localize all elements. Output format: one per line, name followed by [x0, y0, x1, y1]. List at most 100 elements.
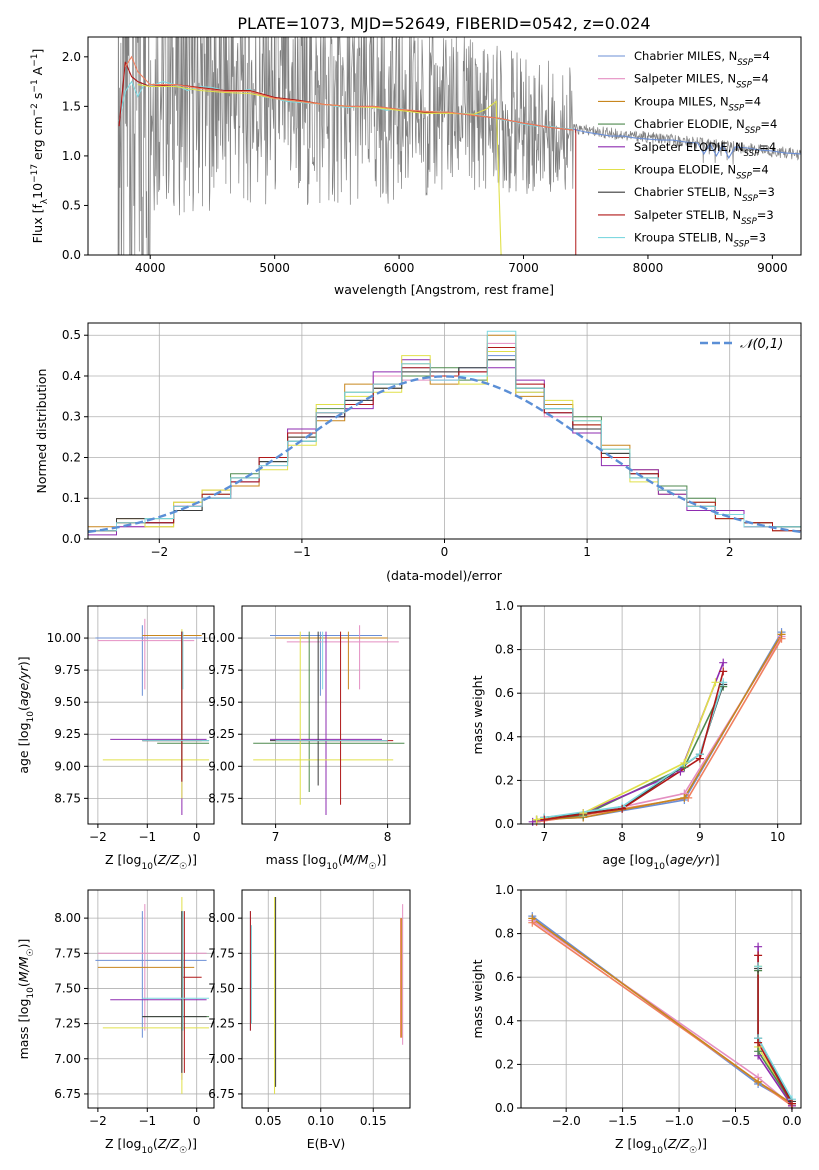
y-axis-label: mass [log10(M/M☉)] [16, 939, 36, 1060]
histogram-kroupa_stelib [88, 330, 801, 539]
x-tick-label: 0.0 [782, 1114, 801, 1128]
legend-entry-kroupa_miles: Kroupa MILES, NSSP=4 [634, 94, 761, 113]
x-tick-label: 7 [272, 830, 280, 844]
y-tick-label: 1.0 [62, 149, 81, 163]
y-tick-label: 7.75 [208, 946, 235, 960]
legend-entry-chabrier_miles: Chabrier MILES, NSSP=4 [634, 49, 770, 68]
plot-area [88, 330, 801, 539]
x-tick-label: 2 [726, 545, 734, 559]
y-tick-label: 0.6 [495, 970, 514, 984]
x-axis-label: age [log10(age/yr)] [602, 852, 719, 872]
y-tick-label: 0.4 [495, 730, 514, 744]
weight-line-kroupa_elodie [757, 966, 793, 1105]
legend-entry-kroupa_stelib: Kroupa STELIB, NSSP=3 [634, 231, 766, 250]
x-tick-label: −0.5 [721, 1114, 750, 1128]
age-vs-mass-panel: 7 8 8.75 9.00 9.25 9.50 9.75 10.00 mass [log10(M… [201, 605, 411, 872]
weight-line-salpeter_miles [536, 636, 783, 823]
x-tick-label: 0.05 [255, 1114, 282, 1128]
weight-line-chabrier_miles [536, 631, 783, 821]
weight-marker-salpeter_stelib [540, 815, 549, 824]
y-tick-label: 8.75 [208, 791, 235, 805]
y-tick-label: 9.50 [208, 695, 235, 709]
weight-line-chabrier_elodie [536, 686, 724, 821]
x-tick-label: 8 [384, 830, 392, 844]
y-tick-label: 0.2 [495, 1057, 514, 1071]
axes-frame [87, 36, 802, 256]
y-tick-label: 0.2 [62, 450, 81, 464]
x-tick-label: 7 [541, 830, 549, 844]
x-axis-label: wavelength [Angstrom, rest frame] [334, 282, 554, 297]
y-tick-label: 0.4 [495, 1014, 514, 1028]
y-tick-label: 9.00 [208, 759, 235, 773]
y-tick-label: 6.75 [208, 1087, 235, 1101]
weight-marker-salpeter_stelib [787, 1099, 796, 1108]
y-tick-label: 7.25 [208, 1017, 235, 1031]
y-axis-label: Normed distribution [34, 369, 49, 494]
x-tick-label: −2 [150, 545, 168, 559]
axes-frame [520, 605, 802, 825]
y-tick-label: 0.4 [62, 369, 81, 383]
legend-entry-salpeter_elodie: Salpeter ELODIE, NSSP=4 [634, 140, 776, 159]
y-tick-label: 9.75 [208, 663, 235, 677]
weight-marker-salpeter_stelib [618, 804, 627, 813]
weight-marker-kroupa_elodie [680, 758, 689, 767]
weight-marker-salpeter_elodie [754, 942, 763, 951]
x-tick-label: −2 [89, 1114, 107, 1128]
x-tick-label: 7000 [508, 261, 539, 275]
weight-marker-salpeter_elodie [528, 817, 537, 826]
weight-line-chabrier_elodie [757, 970, 793, 1105]
mass-weight-vs-age-panel: 7 8 9 10 0.0 0.2 0.4 0.6 0.8 1.0 age [log10(age/yr… [470, 599, 802, 872]
weight-marker-salpeter_elodie [719, 658, 728, 667]
weight-marker-kroupa_elodie [711, 678, 720, 687]
y-tick-label: 7.00 [54, 1052, 81, 1066]
x-tick-label: 9000 [757, 261, 788, 275]
y-tick-label: 8.75 [54, 791, 81, 805]
x-tick-label: −1 [138, 1114, 156, 1128]
weight-marker-salpeter_stelib [695, 754, 704, 763]
y-tick-label: 9.75 [54, 663, 81, 677]
x-tick-label: 0.15 [360, 1114, 387, 1128]
x-tick-label: −1 [293, 545, 311, 559]
y-tick-label: 8.00 [208, 911, 235, 925]
y-tick-label: 7.75 [54, 946, 81, 960]
y-tick-label: 0.8 [495, 643, 514, 657]
y-tick-label: 10.00 [47, 631, 81, 645]
legend-entry-normal: 𝒩(0,1) [740, 337, 783, 352]
y-tick-label: 9.25 [54, 727, 81, 741]
x-tick-label: 10 [770, 830, 785, 844]
y-tick-label: 0.8 [495, 927, 514, 941]
figure-title: PLATE=1073, MJD=52649, FIBERID=0542, z=0… [237, 14, 650, 33]
y-tick-label: 8.00 [54, 911, 81, 925]
weight-marker-kroupa_miles [528, 914, 537, 923]
axes-frame [241, 889, 411, 1109]
plot-area [531, 915, 793, 1107]
model-extra_orange-line [124, 55, 574, 131]
x-tick-label: 9 [696, 830, 704, 844]
y-tick-label: 10.00 [201, 631, 235, 645]
y-tick-label: 0.1 [62, 491, 81, 505]
plot-area [117, 37, 801, 255]
weight-marker-kroupa_miles [680, 793, 689, 802]
x-tick-label: −1 [138, 830, 156, 844]
x-tick-label: −2.0 [552, 1114, 581, 1128]
axes-frame [87, 889, 215, 1109]
model-chabrier_miles-line [573, 128, 801, 160]
plot-area [95, 618, 210, 816]
plot-area [253, 625, 405, 816]
mass-vs-metallicity-panel: −2 −1 0 6.75 7.00 7.25 7.50 7.75 8.00 Z [log10(Z/… [16, 889, 215, 1156]
x-axis-label: Z [log10(Z/Z☉)] [105, 852, 197, 872]
weight-marker-kroupa_miles [777, 630, 786, 639]
y-tick-label: 2.0 [62, 50, 81, 64]
x-axis-label: mass [log10(M/M☉)] [266, 852, 387, 872]
x-tick-label: 8000 [633, 261, 664, 275]
axes-frame [520, 889, 802, 1109]
normal-distribution-curve [88, 375, 801, 534]
weight-marker-kroupa_elodie [579, 809, 588, 818]
axes-frame [87, 605, 215, 825]
weight-marker-kroupa_stelib [754, 962, 763, 971]
y-tick-label: 7.00 [208, 1052, 235, 1066]
weight-marker-kroupa_elodie [532, 815, 541, 824]
x-axis-label: E(B-V) [307, 1136, 346, 1151]
weight-marker-salpeter_stelib [719, 667, 728, 676]
